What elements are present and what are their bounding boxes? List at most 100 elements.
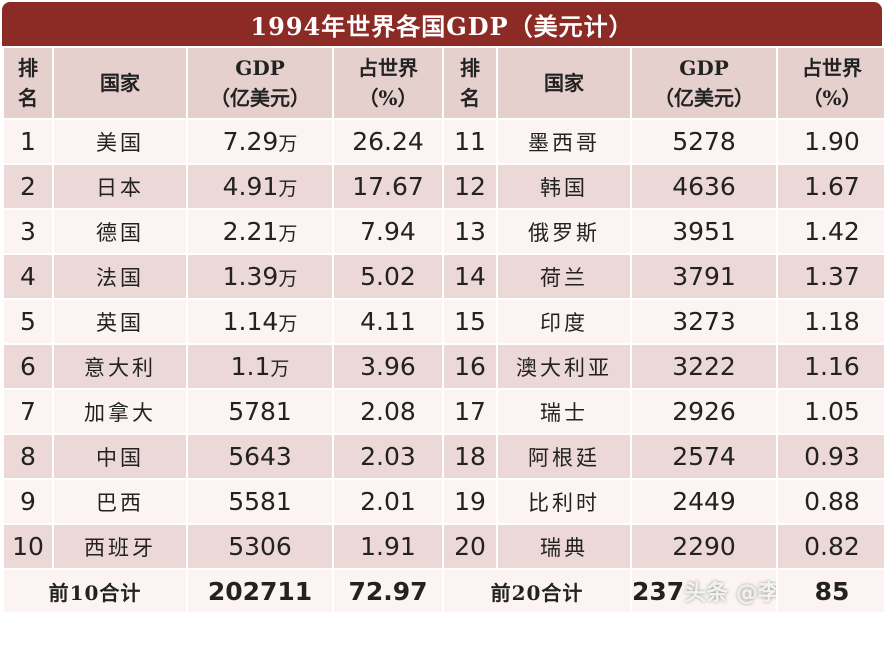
country-cell: 阿根廷 — [498, 435, 630, 478]
table-row: 2 日本 4.91万 17.67 12 韩国 4636 1.67 — [4, 165, 884, 208]
share-cell: 2.01 — [334, 480, 442, 523]
rank-cell: 9 — [4, 480, 52, 523]
gdp-table: 排名 国家 GDP （亿美元） 占世界 （%） 排名 国家 GDP （亿美元） 占世界… — [2, 46, 884, 614]
rank-cell: 19 — [444, 480, 496, 523]
header-share: 占世界 （%） — [778, 48, 884, 118]
table-row: 9 巴西 5581 2.01 19 比利时 2449 0.88 — [4, 480, 884, 523]
share-cell: 0.82 — [778, 525, 884, 568]
gdp-cell: 5278 — [632, 120, 776, 163]
rank-cell: 17 — [444, 390, 496, 433]
total-left-label: 前10合计 — [4, 570, 186, 612]
rank-cell: 16 — [444, 345, 496, 388]
gdp-cell: 5306 — [188, 525, 332, 568]
rank-cell: 1 — [4, 120, 52, 163]
header-rank: 排名 — [444, 48, 496, 118]
gdp-cell: 5581 — [188, 480, 332, 523]
rank-cell: 4 — [4, 255, 52, 298]
gdp-cell: 2449 — [632, 480, 776, 523]
share-cell: 1.18 — [778, 300, 884, 343]
country-cell: 意大利 — [54, 345, 186, 388]
share-cell: 4.11 — [334, 300, 442, 343]
rank-cell: 5 — [4, 300, 52, 343]
country-cell: 澳大利亚 — [498, 345, 630, 388]
share-cell: 0.88 — [778, 480, 884, 523]
country-cell: 瑞士 — [498, 390, 630, 433]
gdp-cell: 1.39万 — [188, 255, 332, 298]
rank-cell: 11 — [444, 120, 496, 163]
gdp-cell: 1.14万 — [188, 300, 332, 343]
rank-cell: 12 — [444, 165, 496, 208]
header-gdp: GDP （亿美元） — [632, 48, 776, 118]
total-right-share: 85 — [778, 570, 884, 612]
country-cell: 美国 — [54, 120, 186, 163]
table-row: 10 西班牙 5306 1.91 20 瑞典 2290 0.82 — [4, 525, 884, 568]
table-row: 6 意大利 1.1万 3.96 16 澳大利亚 3222 1.16 — [4, 345, 884, 388]
table-row: 3 德国 2.21万 7.94 13 俄罗斯 3951 1.42 — [4, 210, 884, 253]
gdp-cell: 2574 — [632, 435, 776, 478]
country-cell: 印度 — [498, 300, 630, 343]
total-right-label: 前20合计 — [444, 570, 630, 612]
share-cell: 5.02 — [334, 255, 442, 298]
country-cell: 比利时 — [498, 480, 630, 523]
totals-row: 前10合计 202711 72.97 前20合计 237头条 @李 85 — [4, 570, 884, 612]
gdp-cell: 3222 — [632, 345, 776, 388]
header-country: 国家 — [498, 48, 630, 118]
share-cell: 1.37 — [778, 255, 884, 298]
share-cell: 1.05 — [778, 390, 884, 433]
gdp-cell: 5643 — [188, 435, 332, 478]
country-cell: 瑞典 — [498, 525, 630, 568]
table-row: 8 中国 5643 2.03 18 阿根廷 2574 0.93 — [4, 435, 884, 478]
total-left-share: 72.97 — [334, 570, 442, 612]
table-title: 1994年世界各国GDP（美元计） — [2, 2, 882, 46]
share-cell: 3.96 — [334, 345, 442, 388]
header-row: 排名 国家 GDP （亿美元） 占世界 （%） 排名 国家 GDP （亿美元） 占世界… — [4, 48, 884, 118]
country-cell: 加拿大 — [54, 390, 186, 433]
gdp-table-card: 1994年世界各国GDP（美元计） 排名 国家 GDP （亿美元） 占世界 （%） … — [2, 2, 884, 614]
header-country: 国家 — [54, 48, 186, 118]
gdp-cell: 3951 — [632, 210, 776, 253]
rank-cell: 20 — [444, 525, 496, 568]
rank-cell: 18 — [444, 435, 496, 478]
gdp-cell: 5781 — [188, 390, 332, 433]
rank-cell: 14 — [444, 255, 496, 298]
gdp-cell: 1.1万 — [188, 345, 332, 388]
table-row: 4 法国 1.39万 5.02 14 荷兰 3791 1.37 — [4, 255, 884, 298]
country-cell: 德国 — [54, 210, 186, 253]
gdp-cell: 3791 — [632, 255, 776, 298]
rank-cell: 3 — [4, 210, 52, 253]
share-cell: 1.42 — [778, 210, 884, 253]
country-cell: 日本 — [54, 165, 186, 208]
gdp-cell: 3273 — [632, 300, 776, 343]
country-cell: 中国 — [54, 435, 186, 478]
header-gdp: GDP （亿美元） — [188, 48, 332, 118]
header-share: 占世界 （%） — [334, 48, 442, 118]
rank-cell: 6 — [4, 345, 52, 388]
rank-cell: 2 — [4, 165, 52, 208]
country-cell: 英国 — [54, 300, 186, 343]
gdp-cell: 2290 — [632, 525, 776, 568]
share-cell: 2.08 — [334, 390, 442, 433]
share-cell: 17.67 — [334, 165, 442, 208]
share-cell: 1.67 — [778, 165, 884, 208]
share-cell: 2.03 — [334, 435, 442, 478]
country-cell: 韩国 — [498, 165, 630, 208]
table-row: 1 美国 7.29万 26.24 11 墨西哥 5278 1.90 — [4, 120, 884, 163]
share-cell: 0.93 — [778, 435, 884, 478]
rank-cell: 8 — [4, 435, 52, 478]
total-left-gdp: 202711 — [188, 570, 332, 612]
rank-cell: 7 — [4, 390, 52, 433]
gdp-cell: 7.29万 — [188, 120, 332, 163]
gdp-cell: 2926 — [632, 390, 776, 433]
country-cell: 巴西 — [54, 480, 186, 523]
table-row: 7 加拿大 5781 2.08 17 瑞士 2926 1.05 — [4, 390, 884, 433]
watermark: 头条 @李 — [684, 581, 776, 606]
rank-cell: 13 — [444, 210, 496, 253]
rank-cell: 15 — [444, 300, 496, 343]
share-cell: 26.24 — [334, 120, 442, 163]
country-cell: 荷兰 — [498, 255, 630, 298]
share-cell: 1.90 — [778, 120, 884, 163]
share-cell: 1.16 — [778, 345, 884, 388]
share-cell: 1.91 — [334, 525, 442, 568]
country-cell: 法国 — [54, 255, 186, 298]
country-cell: 墨西哥 — [498, 120, 630, 163]
